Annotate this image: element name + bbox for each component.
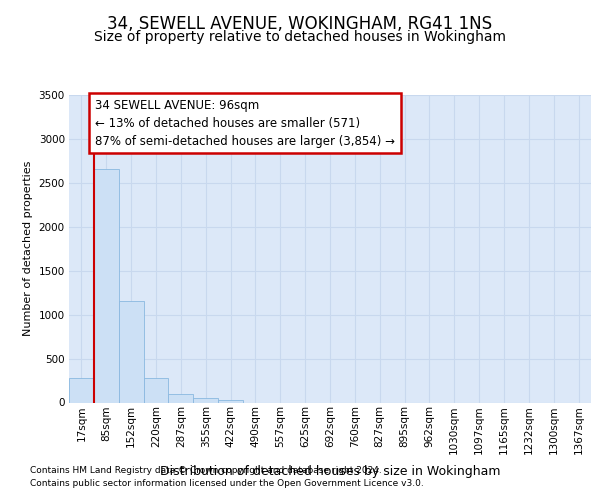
Bar bbox=[218, 400, 243, 402]
Text: 34, SEWELL AVENUE, WOKINGHAM, RG41 1NS: 34, SEWELL AVENUE, WOKINGHAM, RG41 1NS bbox=[107, 15, 493, 33]
Text: 34 SEWELL AVENUE: 96sqm
← 13% of detached houses are smaller (571)
87% of semi-d: 34 SEWELL AVENUE: 96sqm ← 13% of detache… bbox=[95, 98, 395, 148]
Bar bbox=[94, 169, 119, 402]
Bar bbox=[143, 378, 169, 402]
Bar bbox=[193, 398, 218, 402]
Bar bbox=[69, 378, 94, 402]
Text: Size of property relative to detached houses in Wokingham: Size of property relative to detached ho… bbox=[94, 30, 506, 44]
Y-axis label: Number of detached properties: Number of detached properties bbox=[23, 161, 33, 336]
Bar bbox=[169, 394, 193, 402]
X-axis label: Distribution of detached houses by size in Wokingham: Distribution of detached houses by size … bbox=[160, 465, 500, 478]
Text: Contains public sector information licensed under the Open Government Licence v3: Contains public sector information licen… bbox=[30, 478, 424, 488]
Text: Contains HM Land Registry data © Crown copyright and database right 2024.: Contains HM Land Registry data © Crown c… bbox=[30, 466, 382, 475]
Bar bbox=[119, 302, 143, 402]
